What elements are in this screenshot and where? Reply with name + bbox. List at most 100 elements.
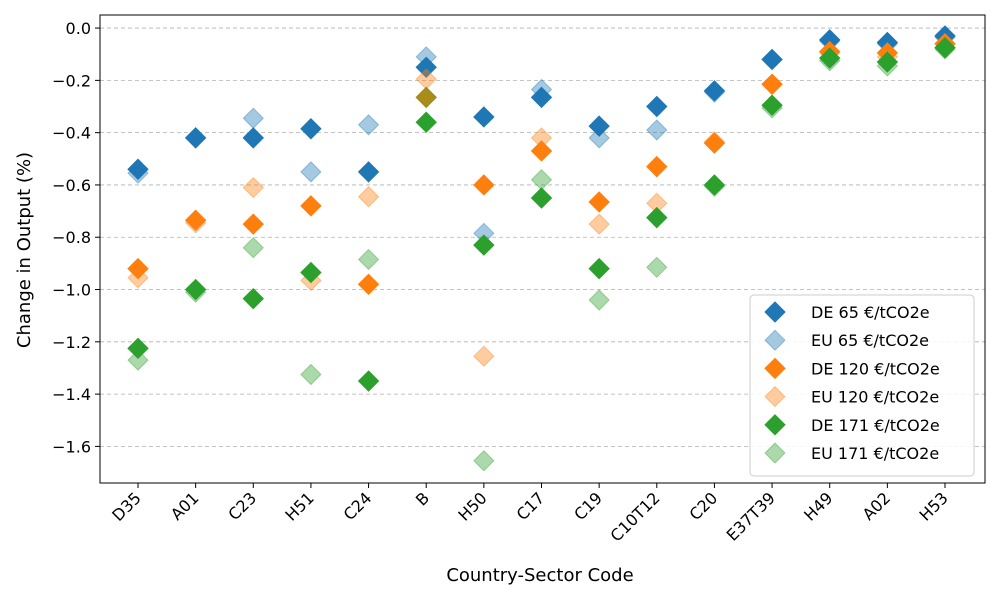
y-axis-label: Change in Output (%) — [14, 152, 35, 348]
legend-marker — [764, 301, 786, 323]
data-point — [934, 36, 956, 59]
y-tick-label: −1.2 — [52, 333, 91, 352]
data-point — [876, 51, 899, 73]
data-point — [300, 195, 322, 217]
data-point — [473, 234, 495, 256]
legend-marker — [764, 329, 786, 351]
data-point — [127, 349, 149, 371]
data-point — [357, 161, 380, 183]
data-point — [588, 257, 610, 280]
legend-item: DE 65 €/tCO2e — [764, 301, 930, 323]
data-point — [530, 127, 553, 149]
data-point — [473, 174, 495, 196]
legend-marker — [764, 385, 786, 408]
legend-item: EU 65 €/tCO2e — [764, 329, 929, 351]
data-point — [819, 50, 841, 72]
data-point — [646, 119, 668, 141]
data-point — [357, 273, 380, 296]
y-tick-label: −1.6 — [52, 437, 91, 456]
legend-item: EU 120 €/tCO2e — [764, 385, 939, 408]
data-point — [703, 174, 726, 196]
data-point — [242, 236, 264, 259]
data-point — [588, 127, 610, 149]
data-point — [703, 131, 726, 153]
data-point — [761, 48, 783, 71]
data-point — [530, 187, 553, 209]
y-tick-label: 0.0 — [66, 19, 91, 38]
y-tick-label: −0.8 — [52, 228, 91, 247]
legend-label: EU 120 €/tCO2e — [811, 388, 939, 407]
data-point — [357, 370, 380, 392]
data-point — [242, 213, 264, 235]
data-points — [127, 25, 956, 472]
legend-item: DE 120 €/tCO2e — [764, 357, 940, 380]
legend-box — [749, 294, 975, 477]
data-point — [184, 209, 207, 231]
data-point — [473, 345, 495, 367]
data-point — [646, 256, 668, 279]
data-point — [415, 68, 437, 90]
data-point — [184, 127, 207, 149]
y-tick-label: −1.4 — [52, 385, 91, 404]
legend-label: DE 65 €/tCO2e — [811, 303, 930, 322]
legend-label: EU 65 €/tCO2e — [811, 331, 929, 350]
series-1 — [127, 26, 956, 245]
data-point — [415, 56, 437, 78]
legend-label: DE 120 €/tCO2e — [811, 359, 940, 378]
legend-item: DE 171 €/tCO2e — [764, 414, 940, 436]
series-4 — [127, 36, 956, 392]
data-point — [473, 450, 495, 472]
data-point — [761, 97, 783, 119]
data-point — [588, 191, 610, 213]
y-tick-label: −1.0 — [52, 281, 91, 300]
legend-marker — [764, 442, 786, 464]
data-point — [761, 94, 783, 116]
data-point — [646, 95, 668, 118]
data-point — [646, 206, 668, 229]
data-point — [703, 81, 726, 103]
data-point — [703, 132, 726, 154]
data-point — [300, 118, 322, 140]
data-point — [184, 127, 207, 149]
data-point — [530, 140, 553, 162]
y-tick-label: −0.6 — [52, 176, 91, 195]
data-point — [415, 86, 437, 109]
data-point — [127, 257, 149, 280]
data-point — [415, 86, 437, 109]
data-point — [703, 175, 726, 197]
data-point — [300, 261, 322, 284]
data-point — [473, 106, 495, 128]
legend-marker — [764, 357, 786, 380]
data-point — [357, 114, 380, 136]
data-point — [646, 155, 668, 178]
data-point — [300, 161, 322, 183]
plot-frame — [99, 14, 986, 484]
legend-item: EU 171 €/tCO2e — [764, 442, 939, 464]
data-point — [703, 80, 726, 102]
data-point — [876, 55, 899, 77]
legend-label: EU 171 €/tCO2e — [811, 444, 939, 463]
data-point — [127, 267, 149, 289]
legend: DE 65 €/tCO2e EU 65 €/tCO2e DE 120 €/tCO2e… — [749, 294, 975, 477]
data-point — [819, 47, 841, 69]
data-point — [588, 213, 610, 235]
data-point — [242, 127, 264, 149]
y-tick-label: −0.4 — [52, 124, 91, 143]
data-point — [127, 337, 149, 360]
data-point — [530, 169, 553, 191]
y-axis: 0.0 −0.2 −0.4 −0.6 −0.8 −1.0 −1.2 −1.4 −1.6 — [52, 19, 100, 456]
y-tick-label: −0.2 — [52, 71, 91, 90]
data-point — [242, 107, 264, 129]
data-point — [588, 115, 610, 137]
data-point — [761, 73, 783, 95]
data-point — [184, 278, 207, 301]
series-5 — [127, 38, 956, 472]
data-point — [184, 281, 207, 303]
data-point — [588, 289, 610, 311]
x-axis-label: Country-Sector Code — [446, 565, 633, 586]
legend-marker — [764, 414, 786, 436]
data-point — [242, 287, 264, 310]
data-point — [934, 38, 956, 60]
data-point — [530, 78, 553, 101]
